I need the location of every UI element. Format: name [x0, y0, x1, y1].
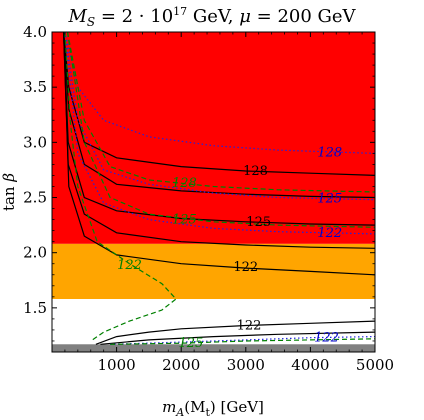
contour-label-11: 125	[178, 336, 203, 351]
contour-black-3	[63, 32, 375, 249]
chart-title: MS = 2 · 1017 GeV, μ = 200 GeV	[67, 5, 356, 29]
contour-label-1: 125	[246, 215, 271, 230]
contour-label-6: 122	[317, 226, 342, 241]
x-tick-label-0: 1000	[98, 356, 136, 374]
y-axis: 1.5 2.0 2.5 3.0 3.5 4.0	[23, 23, 375, 342]
x-tick-label-4: 5000	[356, 356, 394, 374]
contour-label-4: 128	[317, 145, 342, 160]
contour-green-0	[66, 32, 375, 193]
x-axis: 1000 2000 3000 4000 5000	[64, 32, 394, 374]
region-excluded-red	[52, 32, 375, 244]
y-tick-label-5: 4.0	[23, 23, 47, 41]
contour-label-7: 122	[314, 331, 339, 346]
contour-blue-2	[64, 32, 375, 235]
y-tick-label-1: 2.0	[23, 244, 47, 262]
contour-black-6	[100, 331, 375, 345]
plot-frame	[51, 31, 376, 353]
contour-blue-1	[64, 32, 375, 201]
contour-green-1	[66, 32, 375, 228]
y-tick-label-4: 3.5	[23, 78, 47, 96]
contour-black-5	[95, 320, 375, 345]
contour-label-2: 122	[233, 260, 258, 275]
contour-label-0: 128	[243, 164, 268, 179]
x-tick-label-1: 2000	[162, 356, 200, 374]
contour-label-3: 122	[237, 319, 262, 334]
x-tick-label-2: 3000	[227, 356, 265, 374]
y-axis-label: tan β	[0, 173, 18, 211]
contour-label-8: 128	[172, 176, 197, 191]
x-axis-label: mA(Mt) [GeV]	[162, 398, 264, 419]
y-tick-label-2: 2.5	[23, 189, 47, 207]
contour-black-4	[63, 32, 375, 276]
contours-layer	[63, 32, 375, 345]
y-tick-label-0: 1.5	[23, 299, 47, 317]
x-tick-label-3: 4000	[291, 356, 329, 374]
contour-label-5: 125	[317, 192, 342, 207]
contour-green-2	[64, 32, 177, 342]
contour-black-1	[63, 32, 375, 199]
region-excluded-orange	[52, 243, 375, 300]
contour-black-2	[63, 32, 375, 226]
region-gray-band	[52, 344, 375, 352]
contour-labels-layer: 128 125 122 122 128 125 122 122 128 125 122 125	[117, 145, 342, 351]
contour-label-10: 122	[117, 258, 142, 273]
y-tick-label-3: 3.0	[23, 133, 47, 151]
contour-label-9: 125	[172, 213, 197, 228]
